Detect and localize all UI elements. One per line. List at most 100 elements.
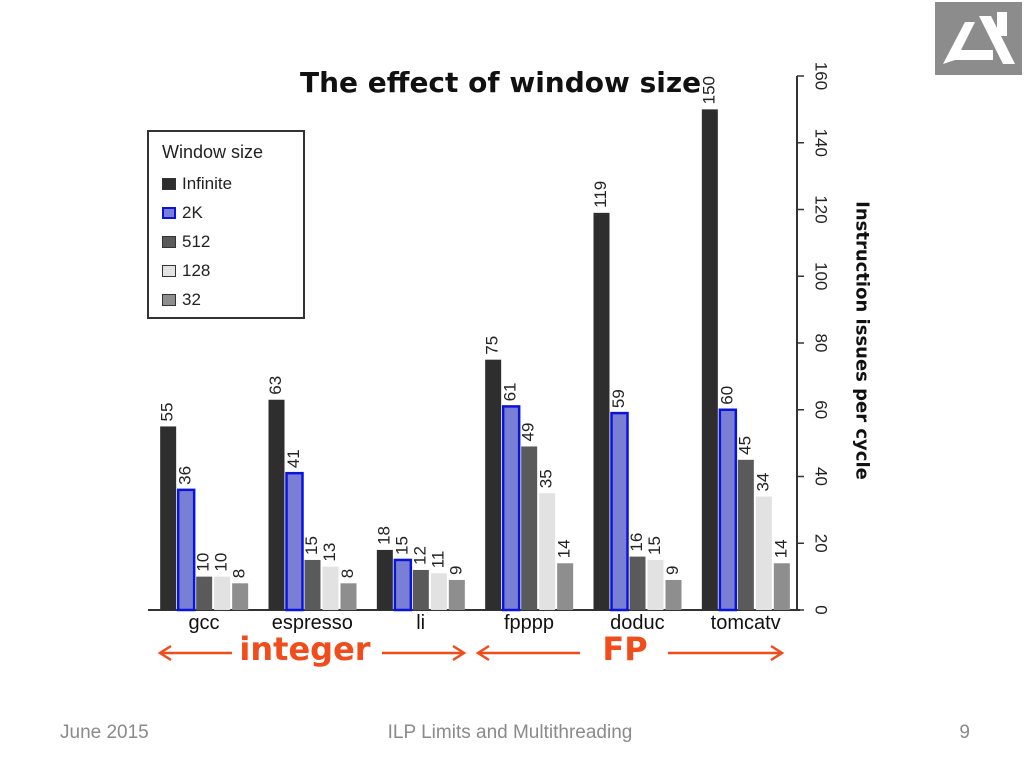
fp-right-arrow-head [770,644,785,662]
data-label-espresso-32: 8 [338,569,357,578]
bar-gcc-32 [232,583,249,610]
bar-tomcatv-128 [755,496,772,610]
legend-item-32: 32 [162,289,201,311]
category-label-doduc: doduc [610,612,665,634]
bar-li-32 [448,579,465,610]
y-axis-label: Instruction issues per cycle [851,201,873,480]
y-tick-label: 40 [812,467,831,486]
data-label-fpppp-2k: 61 [501,382,520,401]
data-label-doduc-infinite: 119 [591,181,610,208]
category-label-gcc: gcc [188,612,220,634]
integer-label: integer [239,630,371,668]
page-number: 9 [959,722,970,743]
y-tick-label: 120 [812,195,831,223]
legend-swatch-infinite [162,178,176,190]
bar-tomcatv-32 [773,563,790,610]
legend-swatch-32 [162,294,176,306]
data-label-gcc-infinite: 55 [158,403,177,422]
data-label-gcc-32: 8 [230,569,249,578]
y-tick-label: 160 [812,62,831,90]
data-label-doduc-2k: 59 [609,389,628,408]
fp-left-arrow-head [475,644,490,662]
data-label-tomcatv-512: 45 [735,436,754,455]
data-label-tomcatv-32: 14 [771,539,790,558]
legend-item-infinite: Infinite [162,173,232,195]
y-tick-label: 60 [812,400,831,419]
data-label-fpppp-infinite: 75 [483,336,502,355]
bar-espresso-infinite [268,399,285,610]
legend-label-512: 512 [182,232,211,251]
bar-doduc-32 [665,579,682,610]
y-tick-label: 140 [812,129,831,157]
legend-title: Window size [162,142,264,162]
data-label-fpppp-128: 35 [537,469,556,488]
y-tick-label: 100 [812,262,831,290]
bar-espresso-512 [304,559,321,610]
bar-li-128 [430,573,447,610]
data-label-espresso-2k: 41 [284,449,303,468]
bar-tomcatv-infinite [701,109,718,610]
legend-item-128: 128 [162,260,210,282]
data-label-doduc-32: 9 [663,565,682,574]
bar-espresso-128 [322,566,339,610]
bar-gcc-infinite [160,426,177,610]
data-label-gcc-512: 10 [194,553,213,572]
bar-li-512 [412,569,429,610]
legend-item-512: 512 [162,231,210,253]
integer-right-arrow-head [452,644,467,662]
data-label-doduc-128: 15 [645,536,664,555]
data-label-gcc-128: 10 [212,553,231,572]
bar-fpppp-2k [501,405,521,612]
bar-gcc-128 [214,576,231,610]
chart-title: The effect of window size [300,66,702,99]
bar-gcc-2k [176,488,196,612]
category-label-li: li [416,612,426,634]
legend-swatch-128 [162,265,176,277]
data-label-tomcatv-infinite: 150 [699,76,718,104]
data-label-fpppp-32: 14 [555,539,574,558]
logo-icon [935,2,1022,75]
y-tick-label: 20 [812,534,831,553]
bar-doduc-infinite [593,212,610,610]
legend-item-2k: 2K [162,202,203,224]
data-label-li-32: 9 [446,565,465,574]
footer-title: ILP Limits and Multithreading [387,722,633,743]
bar-fpppp-512 [521,446,538,610]
category-label-tomcatv: tomcatv [710,612,781,634]
data-label-tomcatv-128: 34 [753,473,772,492]
data-label-gcc-2k: 36 [176,466,195,485]
category-label-espresso: espresso [271,612,353,634]
bar-tomcatv-2k [718,408,738,612]
category-label-fpppp: fpppp [503,612,555,634]
bar-doduc-128 [647,559,664,610]
bar-gcc-512 [196,576,213,610]
bar-doduc-512 [629,556,646,610]
legend-label-128: 128 [182,261,211,280]
legend-swatch-2k [162,207,176,219]
data-label-li-128: 11 [428,551,447,569]
integer-left-arrow-head [157,644,172,662]
data-label-li-infinite: 18 [374,526,393,545]
data-label-li-2k: 15 [392,536,411,555]
bar-fpppp-32 [557,563,574,610]
bar-espresso-32 [340,583,357,610]
bar-doduc-2k [610,411,629,612]
data-label-li-512: 12 [410,546,429,565]
data-label-espresso-128: 13 [320,543,339,562]
legend-label-32: 32 [182,290,201,309]
bar-fpppp-infinite [485,359,502,610]
legend: Window size Infinite 2K 512 128 32 [147,130,305,319]
data-label-fpppp-512: 49 [519,423,538,442]
legend-label-infinite: Infinite [182,174,233,193]
data-label-espresso-512: 15 [302,536,321,555]
data-label-tomcatv-2k: 60 [717,386,736,405]
bar-espresso-2k [285,471,304,612]
footer-date: June 2015 [60,722,149,743]
bar-fpppp-128 [539,493,556,610]
fp-label: FP [602,630,648,668]
data-label-espresso-infinite: 63 [266,376,285,395]
data-label-doduc-512: 16 [627,533,646,552]
y-tick-label: 80 [812,334,831,353]
bar-li-2k [393,558,413,612]
